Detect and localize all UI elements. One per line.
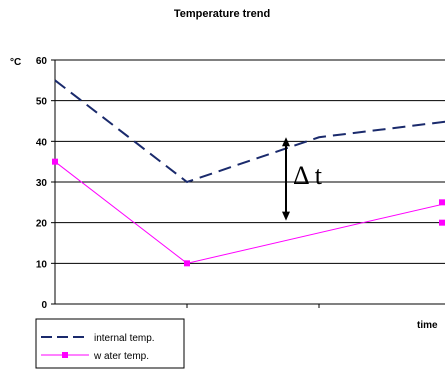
y-tick-label-30: 30 bbox=[36, 178, 48, 189]
delta-t-label: Δ t bbox=[293, 161, 323, 190]
y-tick-label-40: 40 bbox=[36, 137, 48, 148]
y-tick-label-50: 50 bbox=[36, 97, 48, 108]
delta-annotation: Δ t bbox=[282, 137, 323, 220]
grid-lines bbox=[51, 60, 445, 304]
legend: internal temp. w ater temp. bbox=[36, 319, 184, 368]
delta-arrow-head-bottom bbox=[282, 212, 290, 221]
y-tick-label-10: 10 bbox=[36, 259, 48, 270]
series-internal-temp-line bbox=[55, 80, 445, 182]
legend-water-label: w ater temp. bbox=[93, 351, 149, 362]
legend-water-marker bbox=[62, 352, 68, 358]
water-temp-marker-4 bbox=[439, 220, 445, 226]
y-tick-label-0: 0 bbox=[41, 300, 47, 311]
water-temp-marker-1 bbox=[184, 260, 190, 266]
axes bbox=[55, 60, 445, 308]
y-axis-unit: °C bbox=[10, 57, 21, 68]
series-layer bbox=[52, 80, 445, 266]
water-temp-marker-0 bbox=[52, 159, 58, 165]
x-axis-label: time bbox=[417, 320, 438, 331]
chart-title: Temperature trend bbox=[174, 8, 270, 20]
y-tick-label-60: 60 bbox=[36, 56, 48, 67]
series-water-temp-line bbox=[55, 162, 445, 264]
y-tick-label-20: 20 bbox=[36, 219, 48, 230]
y-tick-labels: 0 10 20 30 40 50 60 bbox=[36, 56, 48, 311]
legend-internal-label: internal temp. bbox=[94, 333, 155, 344]
water-temp-marker-3 bbox=[439, 199, 445, 205]
